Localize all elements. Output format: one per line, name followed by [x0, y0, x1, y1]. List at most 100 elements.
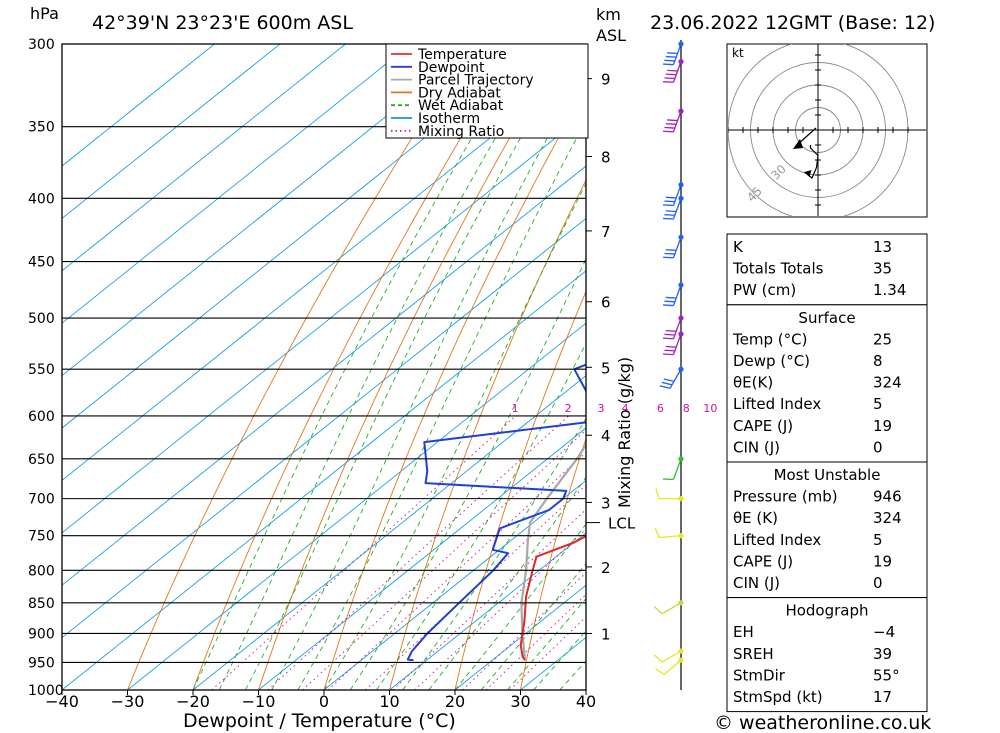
pressure-tick-label: 1000 [28, 683, 64, 699]
x-axis-title: Dewpoint / Temperature (°C) [183, 710, 456, 732]
surface-table-value: 5 [873, 395, 883, 413]
wind-barb-feather [665, 329, 677, 332]
wind-barb-feather [664, 126, 675, 129]
surface-table-label: Lifted Index [733, 395, 821, 413]
hodograph-table-box [726, 597, 928, 713]
isotherm-line [62, 217, 586, 639]
most-unstable-table-label: Pressure (mb) [733, 488, 838, 506]
pressure-tick-label: 800 [28, 563, 55, 579]
wind-barb-feather [667, 52, 678, 55]
dry-adiabat-line [127, 44, 473, 690]
pressure-tick-label: 850 [28, 596, 55, 612]
hodograph-end-arrow [804, 170, 812, 177]
legend-label: Dry Adiabat [418, 85, 501, 101]
lcl-label: LCL [608, 515, 636, 533]
wind-barb-feather [664, 214, 675, 216]
isotherm-line [62, 113, 586, 534]
wet-adiabat-line [454, 523, 586, 690]
wind-barb-feather [665, 210, 677, 213]
wind-barb-feather [665, 73, 677, 76]
surface-table-value: 19 [873, 417, 892, 435]
wet-adiabat-line [271, 68, 586, 690]
legend-box [385, 43, 589, 139]
indices-table-label: K [733, 238, 744, 256]
isotherm-line [192, 375, 586, 690]
wind-barb-feather [665, 296, 677, 299]
surface-table-label: CAPE (J) [733, 417, 793, 435]
most-unstable-table-value: 0 [873, 574, 883, 592]
pressure-tick-label: 550 [28, 362, 55, 378]
wind-barb-feather [663, 378, 675, 382]
mixing-ratio-label: 8 [683, 402, 690, 415]
mixing-ratio-label: 6 [657, 402, 664, 415]
most-unstable-table-label: Lifted Index [733, 531, 821, 549]
pressure-tick-label: 750 [28, 529, 55, 545]
most-unstable-table-label: θE (K) [733, 509, 778, 527]
surface-table-value: 8 [873, 352, 883, 370]
copyright-footer: © weatheronline.co.uk [714, 712, 931, 733]
wet-adiabat-line [192, 44, 530, 690]
isotherm-line [62, 270, 586, 690]
dry-adiabat-line [192, 44, 519, 690]
plot-frame [61, 43, 587, 691]
x-tick-label: −40 [45, 692, 79, 711]
mixing-ratio-label: 3 [597, 402, 604, 415]
mixing-ratio-line [302, 429, 586, 690]
pressure-tick-label: 950 [28, 655, 55, 671]
wind-barb-feather [667, 69, 678, 72]
wind-barb-feather [663, 256, 674, 259]
dry-adiabat-line [258, 44, 565, 690]
wind-barb-staff [661, 602, 682, 615]
most-unstable-table-value: 324 [873, 509, 902, 527]
wind-barb-feather [659, 385, 671, 389]
mixing-ratio-axis-title: Mixing Ratio (g/kg) [615, 357, 634, 508]
km-tick-label: 7 [601, 223, 611, 241]
wind-barb-feather [664, 200, 675, 203]
isotherm-line [62, 44, 281, 219]
km-tick-label: 4 [601, 427, 611, 445]
pressure-tick-label: 600 [28, 409, 55, 425]
hodograph-table-header: Hodograph [785, 602, 868, 620]
most-unstable-table-label: CIN (J) [733, 574, 780, 592]
hodograph-table-value: −4 [873, 623, 895, 641]
indices-table-value: 35 [873, 260, 892, 278]
wind-barb-staff [659, 534, 682, 539]
hodograph-table-label: SREH [733, 645, 774, 663]
wind-barb-feather [663, 478, 674, 481]
legend-label: Wet Adiabat [418, 98, 504, 114]
x-tick-label: −20 [176, 692, 210, 711]
x-tick-label: 10 [379, 692, 399, 711]
isotherm-line [62, 165, 586, 586]
legend-label: Temperature [417, 47, 507, 63]
indices-table-value: 13 [873, 238, 892, 256]
hodograph-table-value: 17 [873, 688, 892, 706]
wind-barb-dot [678, 234, 684, 240]
wind-barb-staff [672, 110, 682, 133]
wind-barb-staff [661, 650, 682, 663]
dewpoint-profile [406, 363, 586, 662]
wind-barb-feather [663, 204, 674, 207]
legend-label: Parcel Trajectory [418, 73, 534, 89]
legend-label: Mixing Ratio [418, 124, 504, 140]
legend-label: Isotherm [418, 111, 480, 127]
wind-barb-feather [655, 488, 660, 499]
hpa-unit-label: hPa [30, 4, 59, 23]
dry-adiabat-line [977, 26, 1000, 690]
surface-table-label: θE(K) [733, 374, 773, 392]
wind-barb-feather [665, 123, 677, 125]
most-unstable-table-value: 19 [873, 552, 892, 570]
wind-barb-feather [663, 63, 674, 66]
wind-barb-feather [663, 353, 674, 356]
km-tick-label: 1 [601, 625, 611, 643]
indices-table-label: Totals Totals [732, 260, 824, 278]
most-unstable-table-value: 946 [873, 488, 902, 506]
isotherm-line [323, 479, 586, 690]
km-tick-label: 9 [601, 71, 611, 89]
storm-motion-arrowhead [793, 139, 803, 149]
most-unstable-header: Most Unstable [774, 466, 881, 484]
pressure-tick-label: 700 [28, 492, 55, 508]
hodograph-table-label: StmDir [733, 666, 786, 684]
datetime-label: 23.06.2022 12GMT (Base: 12) [650, 12, 935, 34]
